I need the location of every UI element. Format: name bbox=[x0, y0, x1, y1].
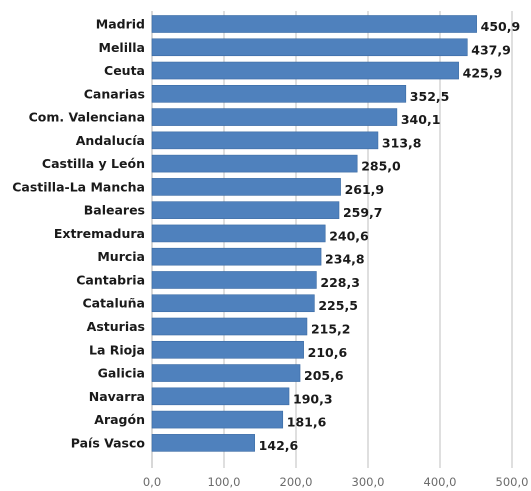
bar bbox=[151, 38, 468, 57]
category-label: Asturias bbox=[87, 319, 145, 334]
value-label: 340,1 bbox=[401, 112, 441, 127]
x-tick-label: 500,0 bbox=[496, 475, 529, 489]
x-tick-label: 200,0 bbox=[280, 475, 313, 489]
bar bbox=[151, 410, 284, 429]
value-label: 215,2 bbox=[311, 322, 351, 337]
bar bbox=[151, 434, 255, 452]
value-label: 234,8 bbox=[325, 252, 365, 267]
category-label: Cataluña bbox=[82, 296, 145, 311]
value-label: 142,6 bbox=[259, 438, 299, 453]
bar bbox=[151, 387, 290, 406]
bar bbox=[151, 317, 308, 336]
bar bbox=[151, 178, 341, 196]
category-label: Castilla-La Mancha bbox=[12, 179, 145, 194]
value-labels: 450,9 437,9 425,9 352,5 340,1 313,8 285,0 261,9… bbox=[259, 19, 521, 453]
category-label: Murcia bbox=[97, 249, 145, 264]
bar bbox=[151, 15, 477, 33]
x-tick-label: 400,0 bbox=[424, 475, 457, 489]
value-label: 425,9 bbox=[463, 66, 503, 81]
category-label: Com. Valenciana bbox=[29, 110, 145, 125]
value-label: 181,6 bbox=[287, 415, 327, 430]
bar bbox=[151, 108, 398, 126]
category-label: Galicia bbox=[98, 366, 145, 381]
category-label: Madrid bbox=[96, 17, 145, 32]
value-label: 228,3 bbox=[320, 275, 360, 290]
value-label: 259,7 bbox=[343, 205, 383, 220]
category-label: Castilla y León bbox=[42, 156, 145, 171]
bar bbox=[151, 294, 315, 313]
category-label: Aragón bbox=[94, 412, 145, 427]
category-label: Navarra bbox=[89, 389, 145, 404]
bar bbox=[151, 61, 459, 80]
category-label: Extremadura bbox=[54, 226, 145, 241]
bar bbox=[151, 340, 304, 359]
bar bbox=[151, 154, 358, 173]
bar bbox=[151, 271, 317, 289]
x-tick-label: 100,0 bbox=[208, 475, 241, 489]
bar bbox=[151, 224, 326, 243]
category-label: Andalucía bbox=[76, 133, 145, 148]
category-label: Melilla bbox=[99, 40, 146, 55]
category-label: Cantabria bbox=[76, 272, 145, 287]
value-label: 205,6 bbox=[304, 368, 344, 383]
category-label: Baleares bbox=[84, 203, 145, 218]
category-label: Ceuta bbox=[104, 63, 145, 78]
bar bbox=[151, 85, 407, 103]
bar bbox=[151, 247, 322, 266]
value-label: 210,6 bbox=[308, 345, 348, 360]
x-tick-label: 300,0 bbox=[352, 475, 385, 489]
x-axis-tick-labels: 0,0 100,0 200,0 300,0 400,0 500,0 bbox=[143, 475, 529, 489]
value-label: 261,9 bbox=[345, 182, 385, 197]
x-tick-label: 0,0 bbox=[143, 475, 161, 489]
bars bbox=[151, 15, 477, 452]
value-label: 313,8 bbox=[382, 135, 422, 150]
category-label: Canarias bbox=[84, 86, 145, 101]
bar bbox=[151, 364, 301, 382]
value-label: 190,3 bbox=[293, 391, 333, 406]
value-label: 285,0 bbox=[361, 159, 401, 174]
value-label: 240,6 bbox=[329, 228, 369, 243]
value-label: 352,5 bbox=[410, 89, 450, 104]
bar bbox=[151, 131, 379, 150]
category-labels: Madrid Melilla Ceuta Canarias Com. Valencian… bbox=[12, 17, 145, 451]
value-label: 437,9 bbox=[471, 42, 511, 57]
bar bbox=[151, 201, 340, 219]
value-label: 225,5 bbox=[318, 298, 358, 313]
category-label: La Rioja bbox=[89, 342, 145, 357]
category-label: País Vasco bbox=[71, 435, 146, 450]
value-label: 450,9 bbox=[481, 19, 521, 34]
